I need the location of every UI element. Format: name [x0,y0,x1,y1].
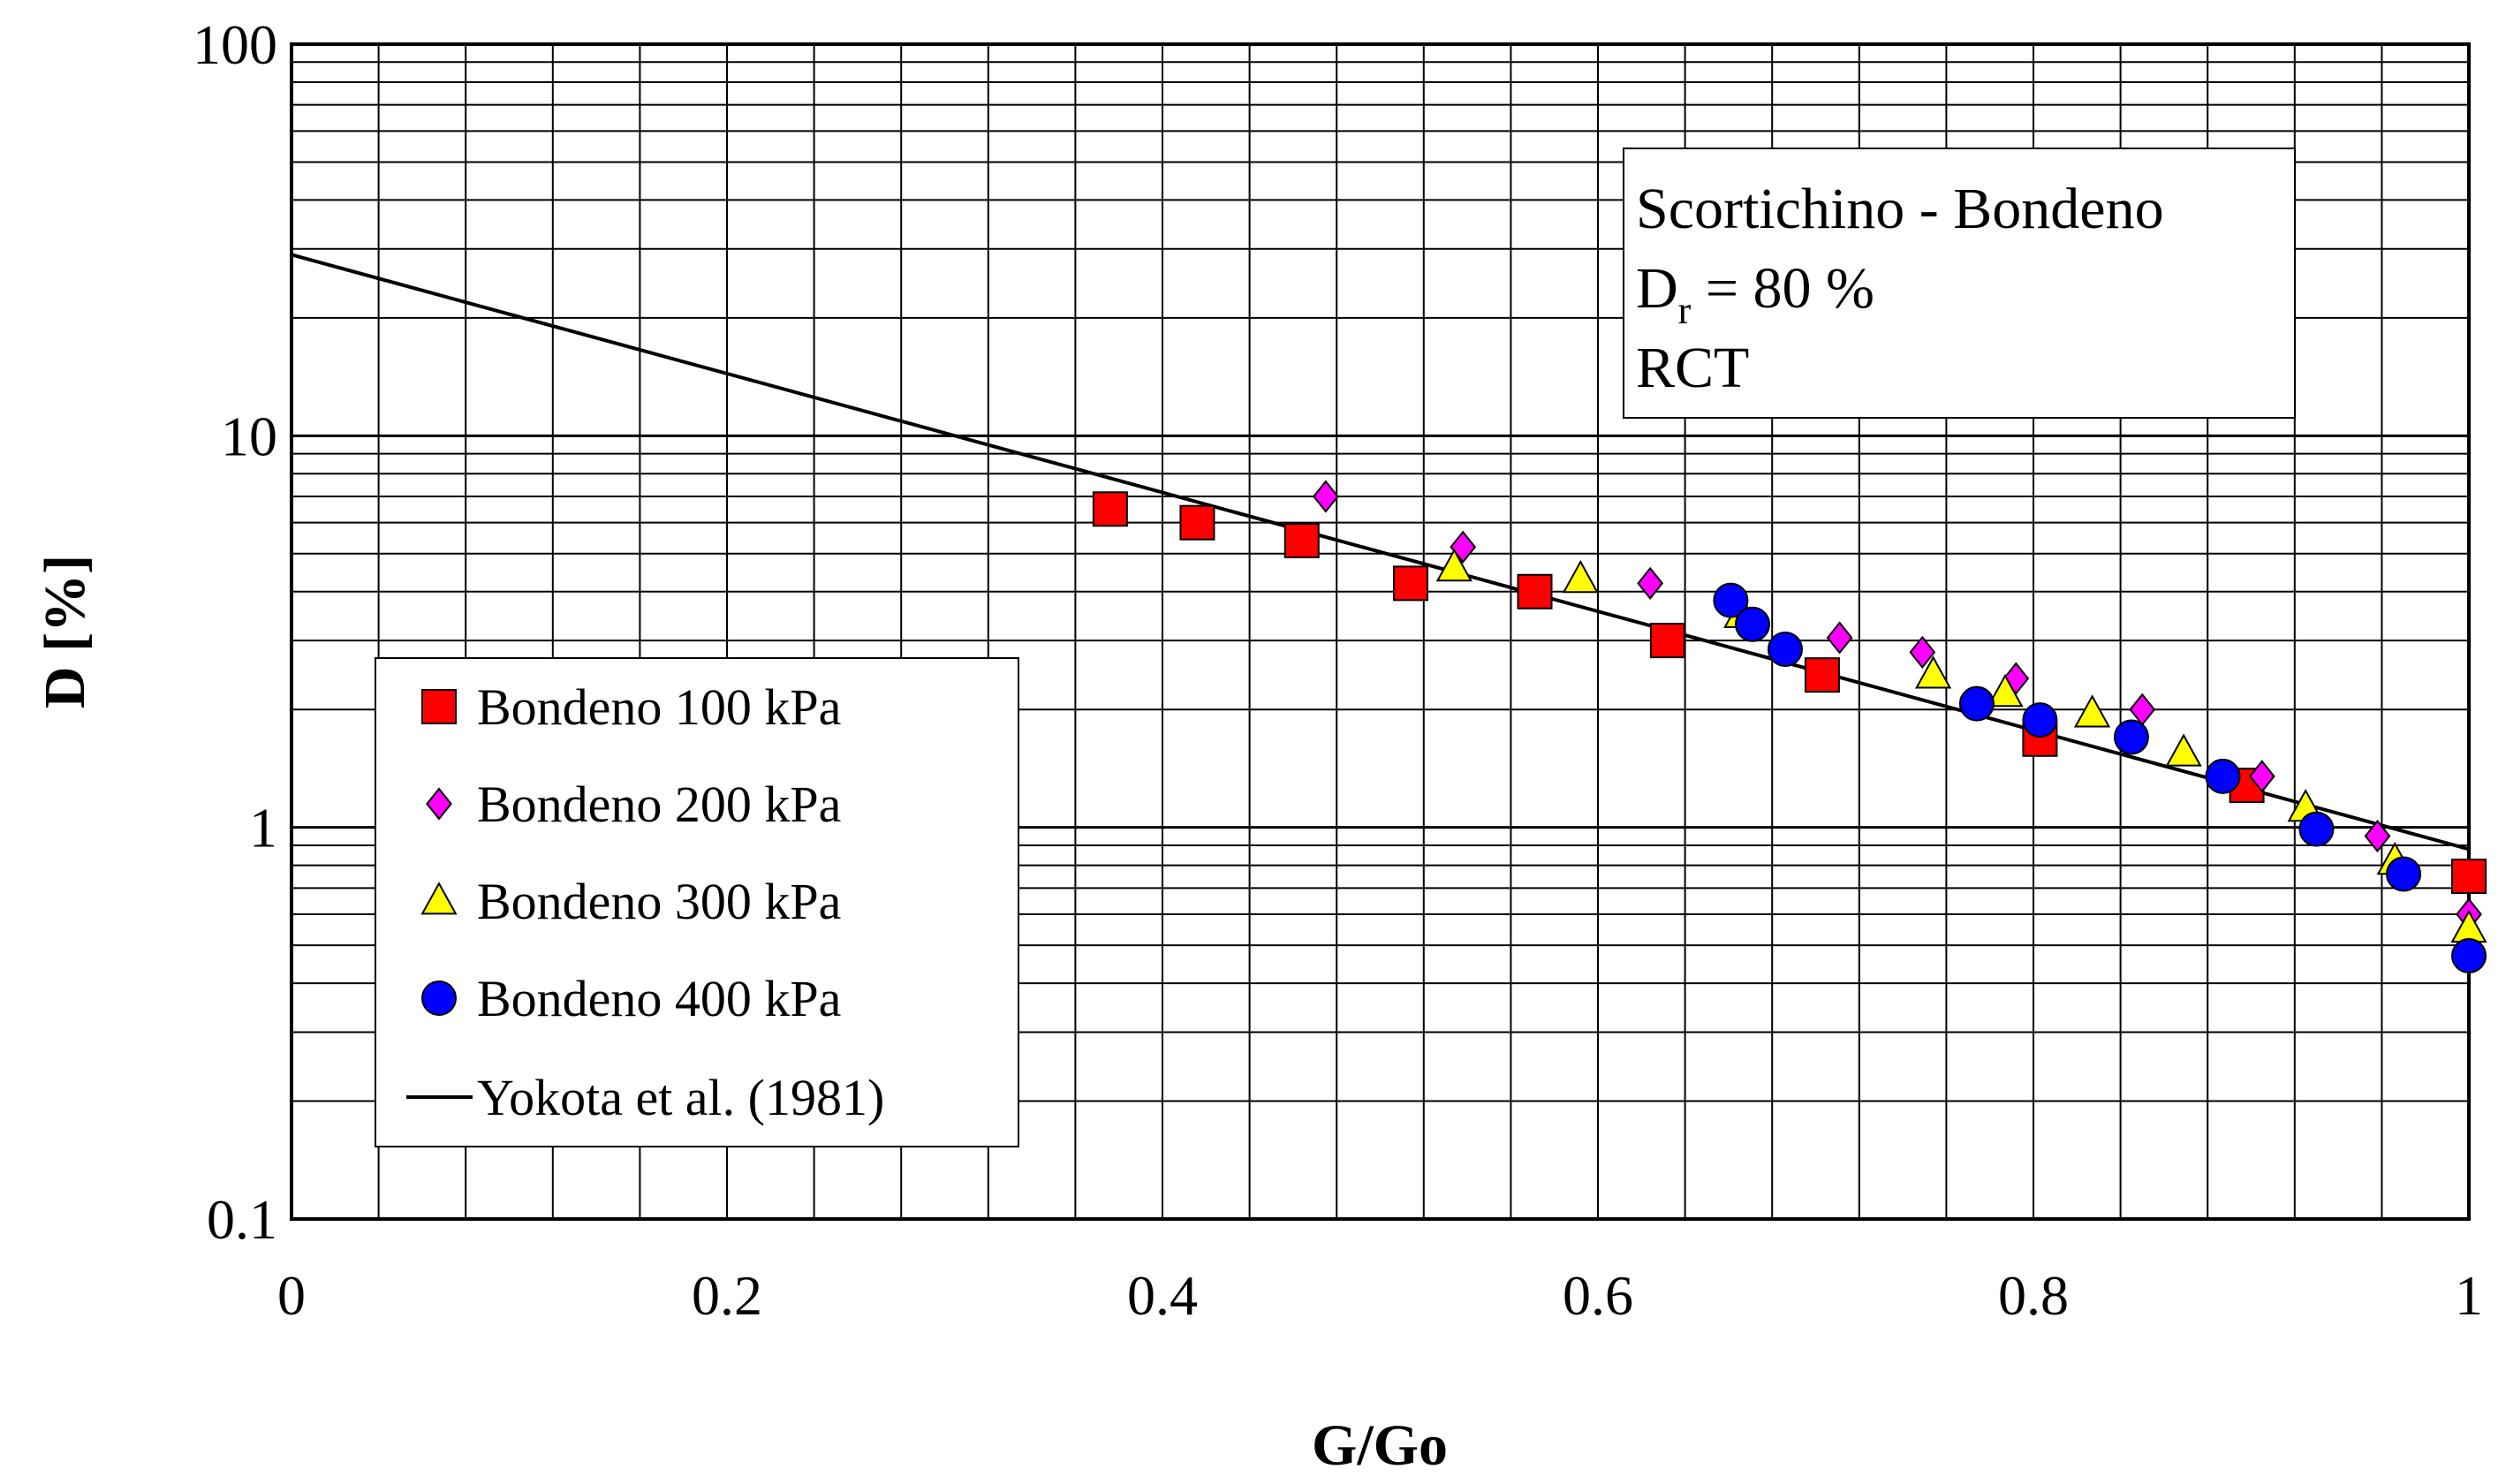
x-axis-title: G/Go [1312,1413,1448,1478]
data-point-circle [1735,606,1771,642]
annotation-density-subscript: r [1678,289,1692,332]
legend: Bondeno 100 kPa Bondeno 200 kPa Bondeno … [375,657,1019,1147]
data-point-circle [2205,758,2241,794]
data-point-circle [1958,685,1995,722]
data-point-diamond [2364,819,2391,853]
data-point-diamond [1909,635,1936,670]
plot-area-frame [290,42,2471,1221]
legend-label-300kpa: Bondeno 300 kPa [477,873,841,930]
series-layer [291,253,2487,974]
annotation-test: RCT [1636,336,1749,400]
data-point-triangle [2165,733,2202,767]
data-point-square [421,689,457,724]
data-point-triangle [420,882,458,915]
x-tick-label: 1 [2455,1264,2483,1327]
data-point-square [1393,565,1429,602]
data-point-diamond [2248,760,2275,793]
data-point-diamond [1312,480,1339,513]
data-point-square [1283,522,1320,558]
y-tick-label: 100 [193,13,277,76]
data-point-circle [2022,702,2058,738]
data-point-square [1517,573,1553,610]
series-diamond [1312,480,2482,931]
data-point-diamond [1637,566,1664,600]
legend-label-200kpa: Bondeno 200 kPa [477,776,841,833]
x-tick-label: 0 [277,1264,306,1327]
annotation-box: Scortichino - Bondeno Dr = 80 % RCT [1623,148,2296,419]
data-point-circle [1713,582,1749,618]
y-axis-ticks: 0.1 1 10 100 [193,13,277,1251]
data-point-square [1804,657,1840,693]
data-point-square [1092,491,1128,527]
data-point-triangle [1987,673,2024,708]
x-tick-label: 0.2 [692,1264,762,1327]
data-point-diamond [426,787,452,821]
data-point-circle [2113,719,2149,755]
legend-label-400kpa: Bondeno 400 kPa [477,970,841,1027]
series-circle [1713,582,2487,974]
data-point-circle [421,980,457,1016]
legend-label-yokota: Yokota et al. (1981) [477,1069,884,1126]
yokota-reference-line [291,253,2470,852]
x-tick-label: 0.6 [1563,1264,1633,1327]
y-axis-title: D [%] [33,555,97,708]
x-tick-label: 0.4 [1127,1264,1198,1327]
annotation-density: Dr = 80 % [1636,256,1874,332]
data-point-square [1649,623,1685,659]
x-axis-ticks: 0 0.2 0.4 0.6 0.8 1 [277,1264,2483,1327]
annotation-site: Scortichino - Bondeno [1636,177,2164,241]
legend-label-100kpa: Bondeno 100 kPa [477,678,841,736]
y-tick-label: 1 [249,797,277,859]
data-point-triangle [1562,559,1599,594]
legend-frame [375,657,1019,1147]
data-point-square [2451,859,2487,895]
data-point-circle [2451,938,2487,974]
data-point-circle [1767,632,1803,668]
data-point-diamond [1826,621,1853,655]
data-point-circle [2386,856,2422,892]
legend-symbols [406,689,473,1099]
data-point-triangle [1435,548,1473,582]
data-point-circle [2298,811,2335,847]
y-tick-label: 0.1 [207,1188,277,1251]
data-point-triangle [2073,694,2111,728]
annotation-density-value: = 80 % [1691,256,1874,321]
data-point-square [1179,504,1215,541]
y-tick-label: 10 [221,405,277,467]
x-tick-label: 0.8 [1998,1264,2069,1327]
data-point-triangle [1915,655,1952,689]
annotation-density-symbol: D [1636,256,1678,321]
annotation-frame [1623,148,2296,419]
